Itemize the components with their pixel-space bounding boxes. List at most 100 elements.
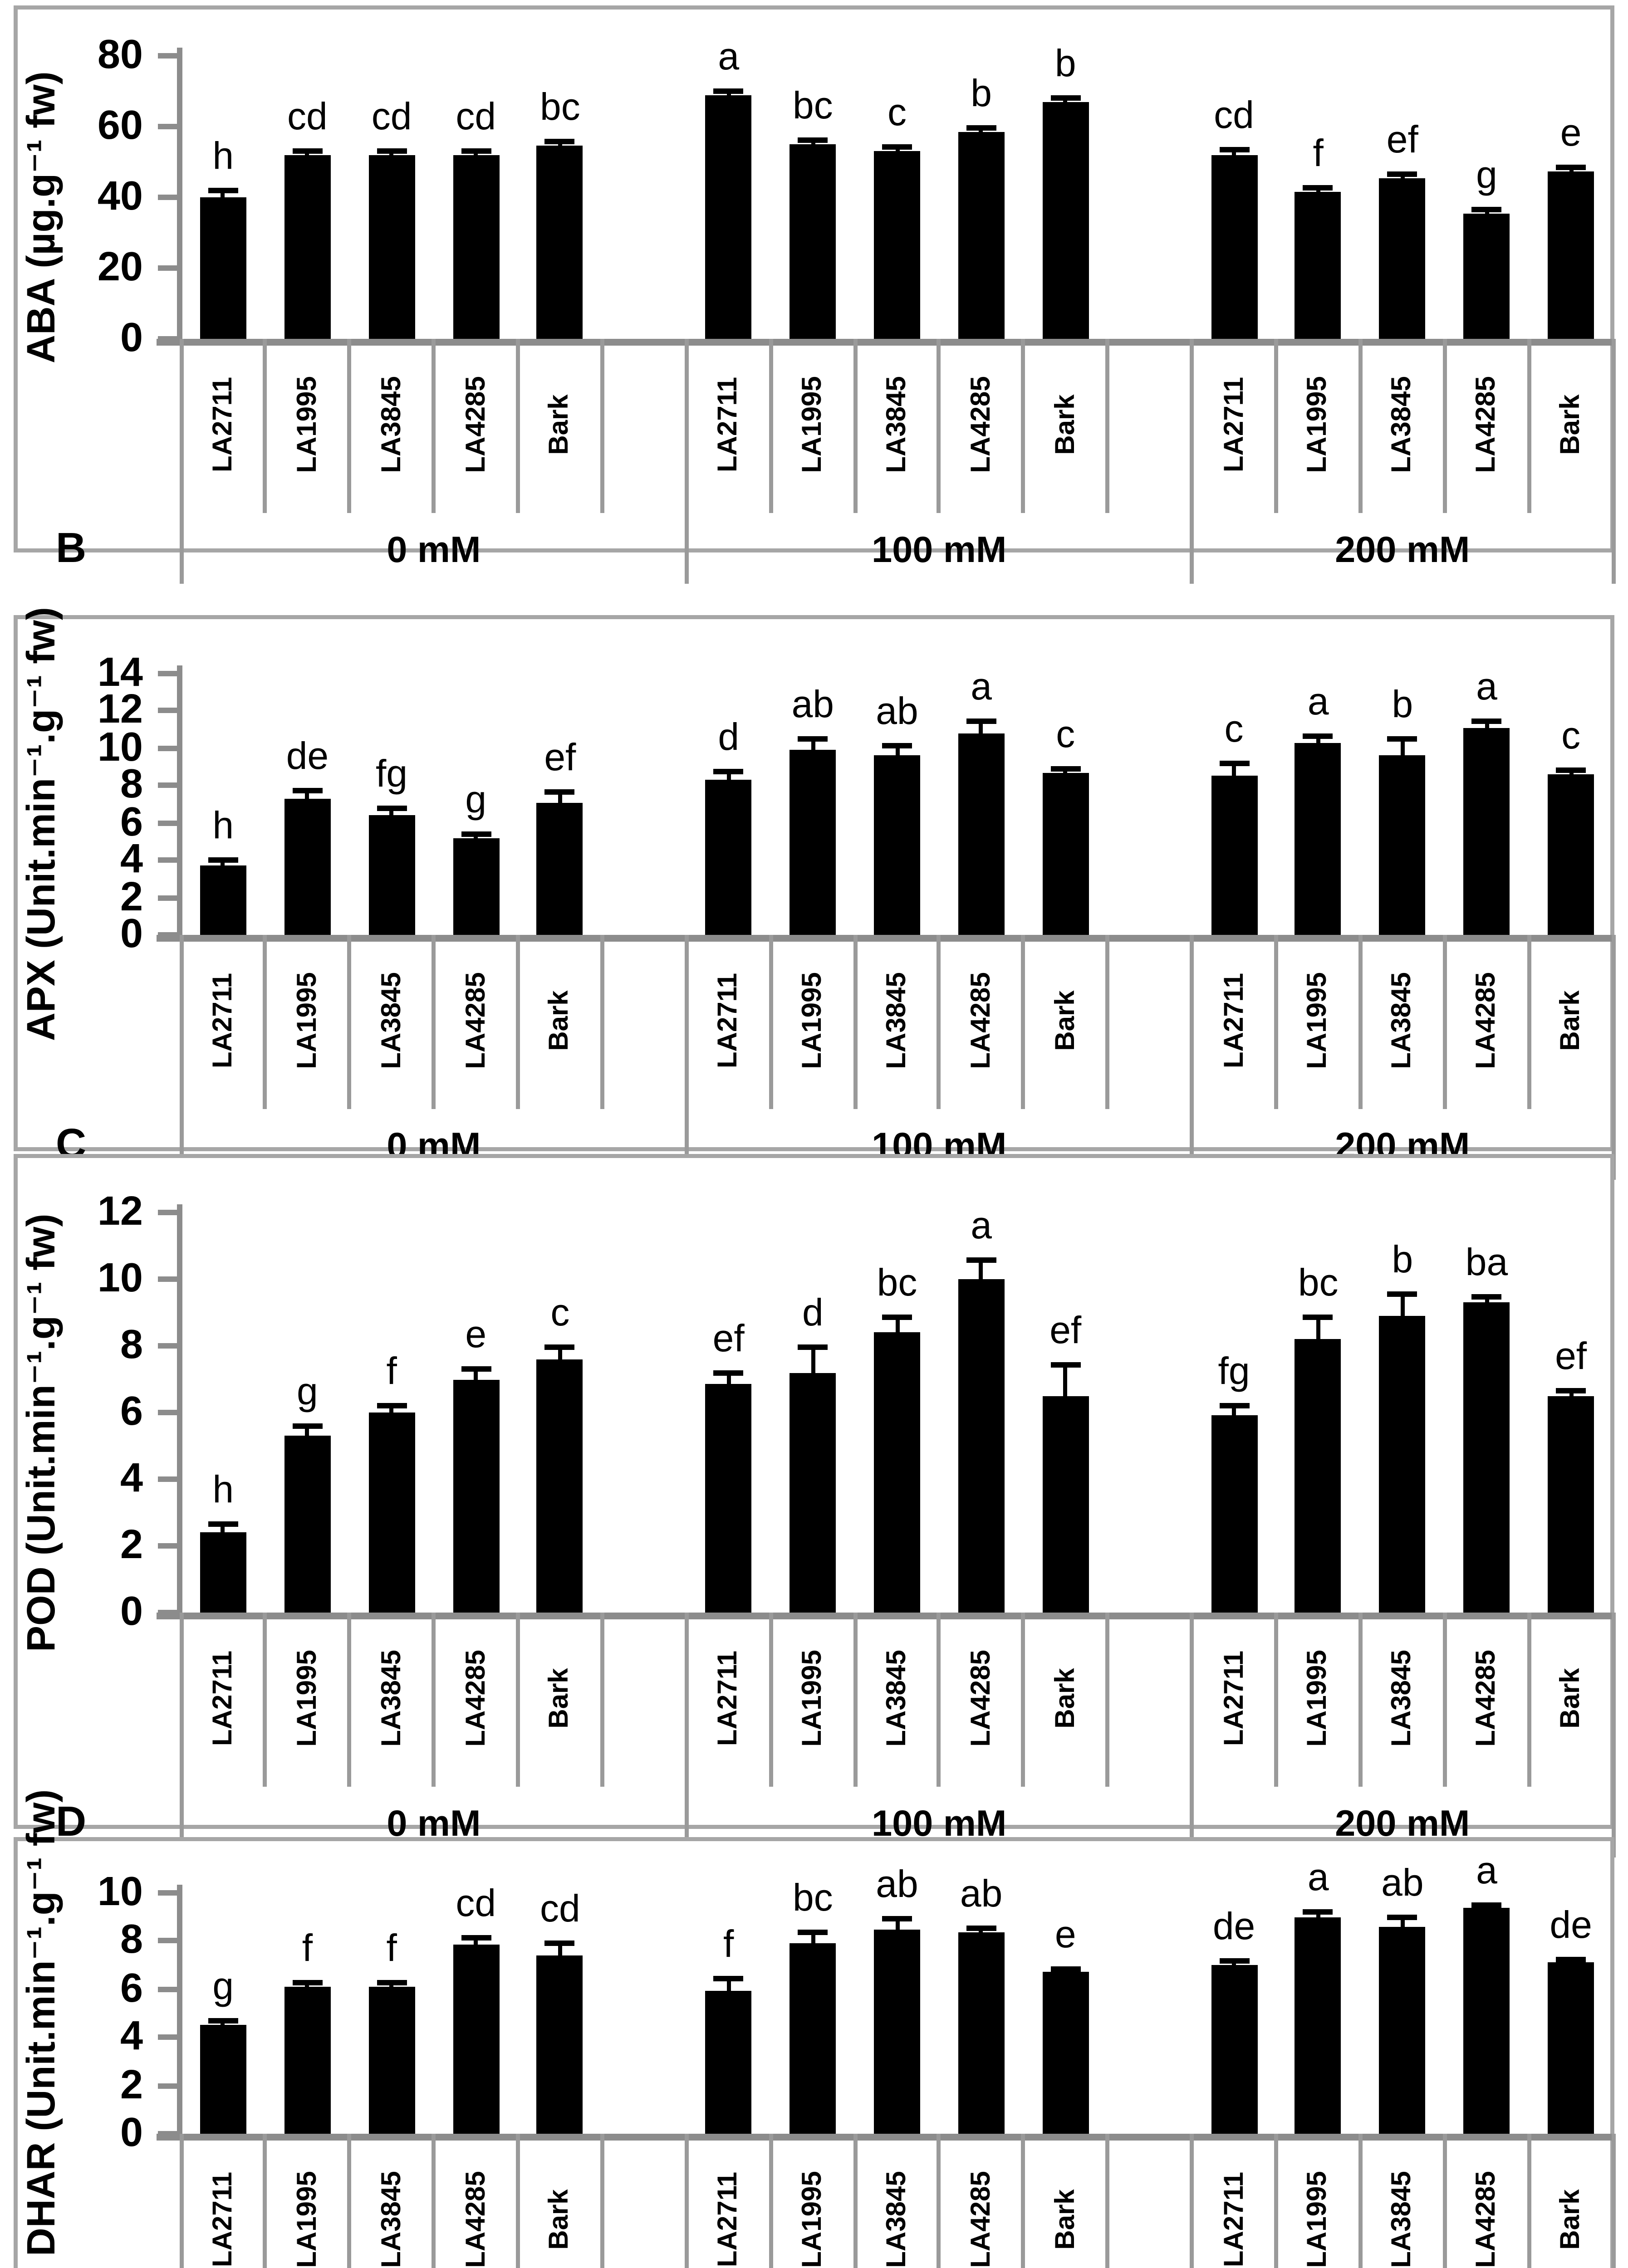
error-bar-cap <box>292 1423 323 1429</box>
error-bar-cap <box>1387 1914 1417 1920</box>
treatment-label-0mM: 0 mM <box>387 529 481 570</box>
significance-letter: e <box>465 1314 487 1356</box>
category-label-LA2711: LA2711 <box>713 2171 744 2268</box>
group-boundary-line <box>1190 2134 1194 2268</box>
group-boundary-line <box>1190 935 1194 1180</box>
bar-Bark-200mM <box>1548 1962 1594 2134</box>
category-label-LA3845: LA3845 <box>882 2171 912 2268</box>
error-bar-stem <box>1232 765 1236 783</box>
y-tick <box>158 1210 181 1215</box>
bar-LA4285-0mM <box>452 1945 499 2134</box>
y-tick <box>158 894 181 900</box>
error-bar-stem <box>221 2022 226 2032</box>
y-tick-label: 4 <box>120 1456 143 1501</box>
category-label-LA3845: LA3845 <box>1387 972 1417 1069</box>
y-tick <box>158 1938 181 1944</box>
group-boundary-line <box>684 2134 689 2268</box>
bar-LA2711-0mM <box>200 2025 246 2134</box>
bar-LA4285-0mM <box>452 838 499 935</box>
error-bar-cap <box>545 789 575 795</box>
significance-letter: cd <box>456 95 496 138</box>
significance-letter: bc <box>792 1877 833 1919</box>
significance-letter: ef <box>712 1317 745 1359</box>
error-bar-cap <box>713 1370 744 1376</box>
error-bar-cap <box>798 1345 828 1351</box>
error-bar-stem <box>389 1407 394 1419</box>
category-cell-line <box>1358 2134 1363 2268</box>
bar-LA4285-100mM <box>958 1279 1005 1613</box>
error-bar-cap <box>461 831 491 836</box>
error-bar-stem <box>474 1938 478 1952</box>
error-bar-stem <box>558 143 562 153</box>
treatment-label-200mM: 200 mM <box>1335 1803 1470 1844</box>
category-cell-line <box>600 339 604 513</box>
significance-letter: ef <box>544 736 576 778</box>
category-cell-line <box>432 935 436 1109</box>
y-tick <box>158 1543 181 1549</box>
category-label-LA1995: LA1995 <box>798 2171 828 2268</box>
error-bar-cap <box>208 188 238 194</box>
bar-LA2711-100mM <box>705 1990 752 2134</box>
error-bar-stem <box>726 773 731 787</box>
category-label-LA4285: LA4285 <box>461 1650 491 1747</box>
category-label-LA3845: LA3845 <box>377 1650 407 1747</box>
category-cell-line <box>769 1613 773 1787</box>
panel-letter-D: D <box>56 1798 87 1845</box>
significance-letter: b <box>1392 684 1413 726</box>
panel-C: APX (Unit.min⁻¹.g⁻¹ fw) 0 2 4 6 8 10 12 14 h LA271… <box>14 608 1615 1180</box>
y-tick-label: 6 <box>120 1389 143 1434</box>
error-bar-stem <box>1232 152 1236 162</box>
group-boundary-line <box>684 935 689 1180</box>
category-label-LA1995: LA1995 <box>292 1650 323 1747</box>
y-tick-label: 0 <box>120 912 143 957</box>
error-bar-stem <box>1485 722 1489 735</box>
error-bar-cap <box>208 857 238 863</box>
bar-Bark-100mM <box>1042 102 1089 339</box>
significance-letter: h <box>212 1468 234 1511</box>
category-label-Bark: Bark <box>1050 394 1081 455</box>
bar-LA2711-100mM <box>705 780 752 935</box>
group-boundary-line <box>179 1613 183 1857</box>
y-tick-label: 40 <box>97 174 143 219</box>
error-bar-stem <box>979 1930 984 1940</box>
bar-LA2711-200mM <box>1211 155 1257 339</box>
significance-letter: f <box>1313 132 1324 175</box>
significance-letter: de <box>1212 1905 1255 1948</box>
category-cell-line <box>937 2134 941 2268</box>
error-bar-stem <box>1569 1392 1573 1403</box>
error-bar-cap <box>1219 761 1249 767</box>
category-label-Bark: Bark <box>1050 1668 1081 1729</box>
y-tick-label: 0 <box>120 316 143 361</box>
bar-LA3845-0mM <box>368 1987 415 2134</box>
error-bar-stem <box>1569 1960 1573 1970</box>
category-cell-line <box>1105 935 1110 1109</box>
category-label-LA2711: LA2711 <box>1219 376 1249 473</box>
category-label-LA4285: LA4285 <box>966 2171 996 2268</box>
category-cell-line <box>600 935 604 1109</box>
error-bar-cap <box>461 1934 491 1940</box>
category-label-Bark: Bark <box>1556 2189 1586 2250</box>
y-tick-label: 2 <box>120 874 143 919</box>
error-bar-cap <box>1387 1291 1417 1297</box>
category-label-LA1995: LA1995 <box>1303 1650 1334 1747</box>
error-bar-stem <box>895 148 899 158</box>
error-bar-cap <box>882 1315 912 1321</box>
significance-letter: bc <box>877 1262 917 1305</box>
significance-letter: de <box>286 735 329 777</box>
bar-LA3845-200mM <box>1379 1315 1426 1613</box>
category-label-LA2711: LA2711 <box>1219 2171 1249 2268</box>
y-tick <box>158 1610 181 1615</box>
y-tick <box>158 1410 181 1415</box>
panel-D: POD (Unit.min⁻¹.g⁻¹ fw) 0 2 4 6 8 10 12 h LA2711 g… <box>14 1154 1615 1857</box>
category-cell-line <box>600 1613 604 1787</box>
category-label-Bark: Bark <box>545 394 575 455</box>
error-bar-stem <box>558 1349 562 1366</box>
y-tick <box>158 2131 181 2136</box>
error-bar-cap <box>798 737 828 743</box>
category-cell-line <box>937 1613 941 1787</box>
significance-letter: b <box>1392 1238 1413 1281</box>
significance-letter: f <box>302 1927 313 1970</box>
significance-letter: bc <box>540 86 580 129</box>
category-cell-line <box>1442 2134 1447 2268</box>
error-bar-stem <box>1316 189 1320 199</box>
